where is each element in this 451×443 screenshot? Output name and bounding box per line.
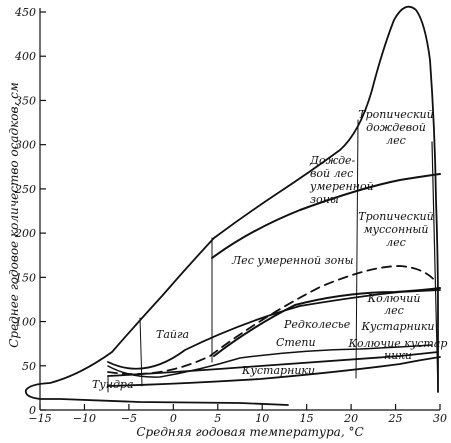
y-tick-label: 100	[15, 316, 36, 329]
biome-label-steppe: Степи	[276, 336, 316, 349]
y-tick-label: 150	[15, 271, 36, 284]
biome-label-line: зоны	[310, 193, 339, 206]
biome-label-shrubland: Кустарники	[241, 364, 315, 377]
biome-label-line: муссонный	[364, 223, 429, 236]
x-axis-ticks: −15 −10 −5 0 5 10 15 20 25 30	[28, 404, 447, 425]
biome-label-temperate-rainforest: Дожде-вой лес умеренной зоны	[309, 154, 374, 206]
biome-label-tundra: Тундра	[92, 378, 134, 391]
y-tick-label: 400	[14, 50, 36, 63]
x-tick-label: 20	[343, 412, 358, 425]
biome-label-line: умеренной	[309, 180, 374, 193]
right-boundary	[431, 141, 439, 393]
biome-label-line: Тайга	[156, 328, 189, 341]
biome-label-line: Степи	[276, 336, 316, 349]
biome-label-line: Колючие кустар	[348, 337, 448, 350]
biome-label-thorn-shrubs: Колючие кустар ники	[348, 337, 448, 362]
biome-label-line: дождевой	[366, 121, 426, 134]
tundra-upper-curve	[107, 344, 433, 378]
biome-label-taiga: Тайга	[156, 328, 189, 341]
x-tick-label: 0	[170, 412, 177, 425]
boundary-19	[355, 119, 359, 379]
steppe-upper-curve	[107, 289, 441, 370]
biome-label-thorn-forest: Колючий лес	[367, 292, 421, 317]
biome-label-line: лес	[386, 236, 406, 249]
biome-label-tropical-monsoon-forest: Тропический муссонный лес	[358, 210, 433, 249]
x-tick-label: 15	[300, 412, 314, 425]
biome-label-line: Кустарники	[241, 364, 315, 377]
biome-label-line: лес	[386, 134, 406, 147]
biome-label-line: Лес умеренной зоны	[231, 254, 353, 267]
region-boundaries	[24, 5, 441, 406]
biome-labels: Тундра Тайга Кустарники Степи Редколесье Лес …	[92, 108, 447, 391]
x-tick-label: 30	[433, 412, 447, 425]
boundary-minus5	[139, 317, 143, 387]
biome-label-line: Кустарники	[360, 320, 434, 333]
y-tick-label: 0	[29, 404, 36, 417]
x-tick-label: −15	[28, 412, 51, 425]
y-tick-label: 200	[14, 227, 36, 240]
biome-label-line: Тропический	[358, 210, 433, 223]
biome-label-line: Дожде-	[309, 154, 356, 167]
biome-label-line: Колючий	[367, 292, 421, 305]
biome-label-woodland: Редколесье	[283, 318, 351, 331]
x-tick-label: 10	[255, 412, 269, 425]
y-tick-label: 250	[14, 183, 36, 196]
y-tick-label: 450	[14, 6, 36, 19]
biome-label-shrubland-tropical: Кустарники	[360, 320, 434, 333]
outer-envelope-curve	[24, 5, 439, 406]
y-tick-label: 350	[15, 94, 36, 107]
biome-label-temperate-forest: Лес умеренной зоны	[231, 254, 353, 267]
biome-label-line: вой лес	[310, 167, 353, 180]
biome-label-tropical-rainforest: Тропический дождевой лес	[358, 108, 433, 147]
woodland-upper-curve	[213, 287, 441, 357]
x-tick-label: 25	[388, 412, 403, 425]
x-tick-label: −5	[121, 412, 137, 425]
y-axis-ticks: 0 50 100 150 200 250 300 350 400 450	[14, 6, 46, 417]
temperate-forest-curve	[211, 173, 441, 259]
biome-label-line: Тропический	[358, 108, 433, 121]
bottom-arid-curve	[107, 356, 441, 387]
y-tick-label: 50	[22, 360, 36, 373]
y-axis-title: Среднее годовое количество осадков, см	[7, 82, 21, 348]
axes	[39, 8, 440, 411]
dashed-woodland-curve	[107, 265, 437, 375]
x-tick-label: −10	[73, 412, 96, 425]
biome-label-line: ники	[384, 349, 412, 362]
biome-label-line: Редколесье	[283, 318, 351, 331]
biome-label-line: лес	[384, 304, 404, 317]
y-tick-label: 300	[15, 139, 36, 152]
x-tick-label: 5	[214, 412, 221, 425]
biome-label-line: Тундра	[92, 378, 134, 391]
x-axis-title: Средняя годовая температура, °C	[136, 425, 363, 439]
